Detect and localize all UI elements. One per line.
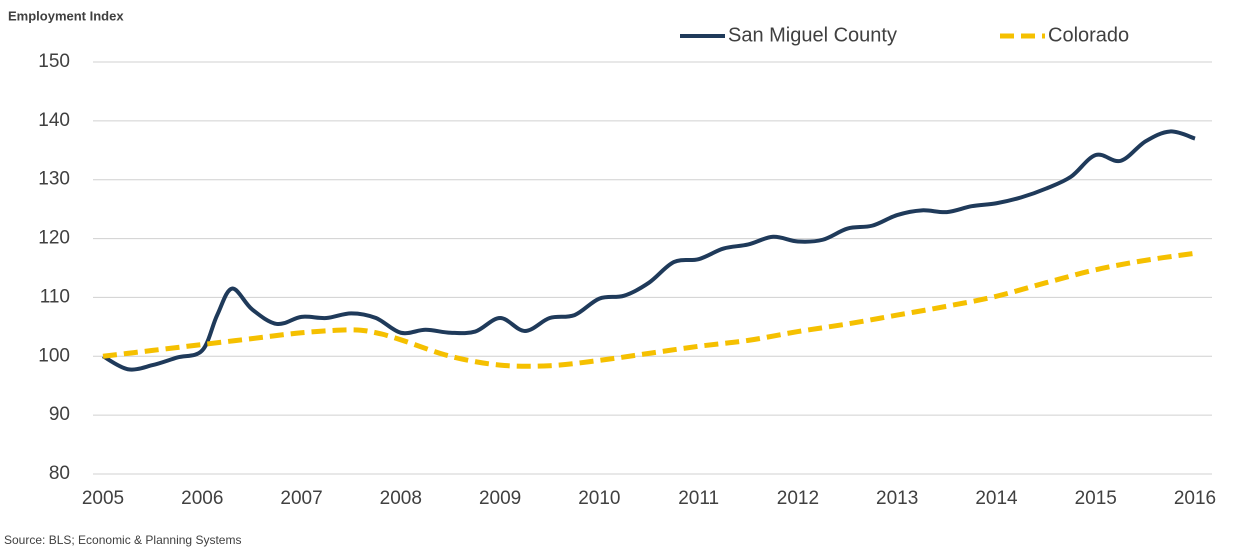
series-line: [102, 129, 1196, 372]
x-tick-label: 2009: [479, 488, 521, 509]
x-tick-label: 2012: [777, 488, 819, 509]
x-tick-label: 2010: [578, 488, 620, 509]
y-tick-label: 150: [38, 51, 70, 72]
x-tick-label: 2007: [280, 488, 322, 509]
y-tick-label: 130: [38, 169, 70, 190]
legend-label: San Miguel County: [728, 24, 897, 46]
x-tick-label: 2008: [380, 488, 422, 509]
x-tick-label: 2013: [876, 488, 918, 509]
y-tick-label: 110: [40, 286, 70, 307]
x-tick-label: 2016: [1174, 488, 1216, 509]
source-note: Source: BLS; Economic & Planning Systems: [4, 533, 241, 547]
x-tick-label: 2014: [975, 488, 1018, 509]
y-tick-label: 90: [49, 404, 70, 425]
y-tick-label: 80: [49, 463, 70, 484]
legend-label: Colorado: [1048, 24, 1129, 46]
y-tick-label: 120: [38, 228, 70, 249]
x-tick-label: 2005: [82, 488, 124, 509]
x-tick-label: 2015: [1075, 488, 1117, 509]
x-tick-label: 2006: [181, 488, 223, 509]
series-line: [102, 250, 1196, 369]
x-tick-label: 2011: [678, 488, 719, 509]
axis-title: Employment Index: [8, 8, 124, 23]
y-tick-label: 140: [38, 110, 70, 131]
y-tick-label: 100: [38, 345, 70, 366]
